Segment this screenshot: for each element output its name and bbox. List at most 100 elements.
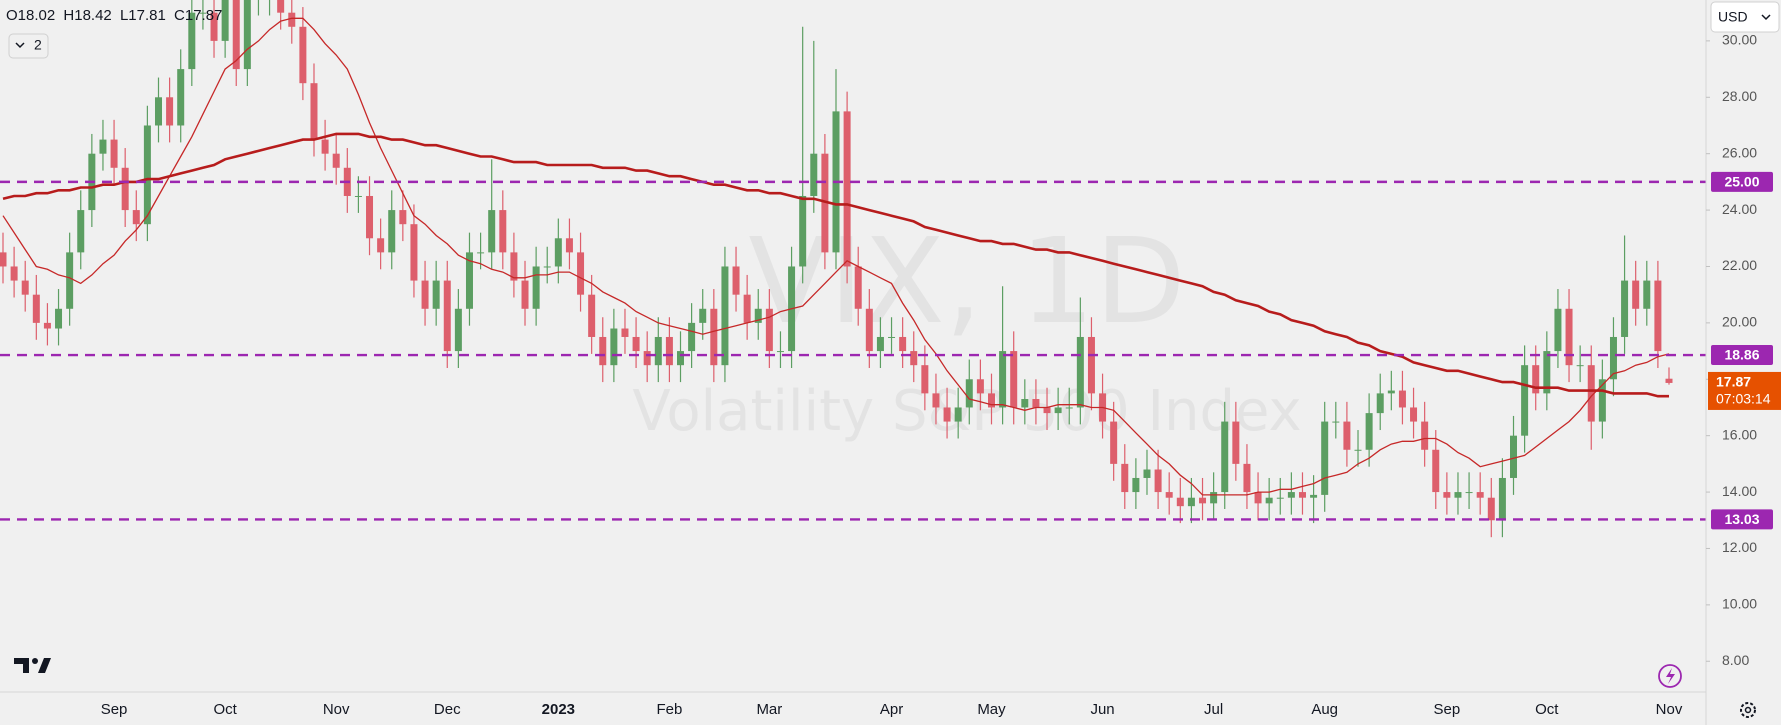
candle-body (932, 393, 940, 408)
candle-body (421, 280, 429, 309)
candle-body (1521, 365, 1529, 436)
currency-select[interactable]: USD (1710, 1, 1780, 33)
candle-body (910, 351, 918, 366)
x-tick-label: Apr (880, 701, 903, 718)
candle-body (1532, 365, 1540, 394)
candle-body (1187, 497, 1195, 507)
candle-body (1465, 492, 1473, 494)
watermark-symbol: VIX, 1D (748, 212, 1185, 350)
x-tick-label: Jun (1090, 701, 1114, 718)
candle-body (854, 266, 862, 309)
candle-body (132, 210, 140, 225)
level-label: 13.03 (1724, 511, 1759, 527)
level-label-box (1711, 171, 1773, 192)
candle-body (1554, 308, 1562, 352)
chevron-icon (15, 42, 25, 49)
x-tick-label: May (977, 701, 1006, 718)
candle-body (1143, 469, 1151, 478)
y-tick-label: 14.00 (1722, 483, 1757, 499)
gear-outer[interactable] (1740, 702, 1756, 718)
candle-body (299, 26, 307, 84)
x-tick-label: Mar (756, 701, 782, 718)
candle-body (1343, 421, 1351, 450)
candle-body (1110, 421, 1118, 464)
candle-body (1543, 351, 1551, 394)
y-tick-label: 28.00 (1722, 88, 1757, 104)
logo-part (38, 658, 51, 673)
currency-box[interactable] (1710, 1, 1780, 33)
candle-body (1032, 399, 1040, 408)
candle-body (1243, 463, 1251, 493)
y-tick-label: 10.00 (1722, 596, 1757, 612)
candle-body (732, 266, 740, 295)
candle-body (188, 12, 196, 70)
candle-body (1510, 435, 1518, 478)
candle-body (277, 0, 285, 13)
x-tick-label: Nov (323, 701, 350, 718)
candle-body (1287, 492, 1295, 498)
candle-body (1132, 477, 1140, 493)
candle-body (143, 125, 151, 225)
settings-button[interactable] (1740, 702, 1756, 718)
candle-body (488, 210, 496, 253)
ohlc-prefix: O (6, 7, 18, 24)
x-tick-label: Dec (434, 701, 461, 718)
tradingview-logo[interactable] (14, 658, 51, 673)
candle-body (765, 308, 773, 352)
lightning-button[interactable] (1658, 664, 1682, 688)
candle-body (321, 139, 329, 154)
candle-body (1632, 280, 1640, 309)
y-tick-label: 12.00 (1722, 539, 1757, 555)
candle-body (1643, 280, 1651, 309)
candle-body (1365, 413, 1373, 450)
ohlc-value: 17.87 (185, 7, 223, 24)
candle-body (232, 0, 240, 70)
logo-part (32, 658, 38, 664)
candle-body (743, 294, 751, 323)
y-tick-label: 30.00 (1722, 32, 1757, 48)
candle-body (110, 139, 118, 168)
candle-body (810, 153, 818, 196)
candle-body (1054, 407, 1062, 414)
candle-body (243, 0, 251, 70)
candle-body (1410, 407, 1418, 422)
x-tick-label: Oct (1535, 701, 1559, 718)
indicator-toggle[interactable]: 2 (8, 33, 49, 59)
candle-body (1421, 421, 1429, 450)
candle-body (399, 210, 407, 225)
candle-body (943, 407, 951, 422)
candle-body (1021, 399, 1029, 408)
candle-body (99, 139, 107, 154)
candle-body (1010, 351, 1018, 408)
candle-body (1165, 492, 1173, 498)
candle-body (1076, 336, 1084, 408)
candle-body (710, 308, 718, 366)
candle-body (1298, 492, 1306, 498)
candle-body (1576, 365, 1584, 367)
candle-body (821, 153, 829, 253)
lightning-circle[interactable] (1658, 664, 1682, 688)
x-tick-label: 2023 (542, 701, 575, 718)
candle-body (776, 351, 784, 353)
candle-body (0, 252, 7, 267)
candle-body (221, 0, 229, 41)
candle-body (166, 97, 174, 126)
lightning-icon (1666, 668, 1675, 684)
candle-body (354, 195, 362, 197)
candle-body (121, 167, 129, 211)
candle-body (1654, 280, 1662, 352)
ohlc-value: 18.42 (74, 7, 112, 24)
candle-body (632, 336, 640, 352)
candle-body (1665, 378, 1673, 383)
logo-part (14, 658, 29, 673)
candle-body (1498, 477, 1506, 521)
level-label: 25.00 (1724, 174, 1759, 190)
candle-body (799, 195, 807, 267)
candle-body (643, 351, 651, 366)
candle-body (443, 280, 451, 352)
candle-body (1387, 390, 1395, 394)
x-tick-label: Sep (101, 701, 128, 718)
candle-body (510, 252, 518, 281)
candle-body (1609, 336, 1617, 380)
indicator-toggle-box[interactable] (8, 33, 49, 59)
